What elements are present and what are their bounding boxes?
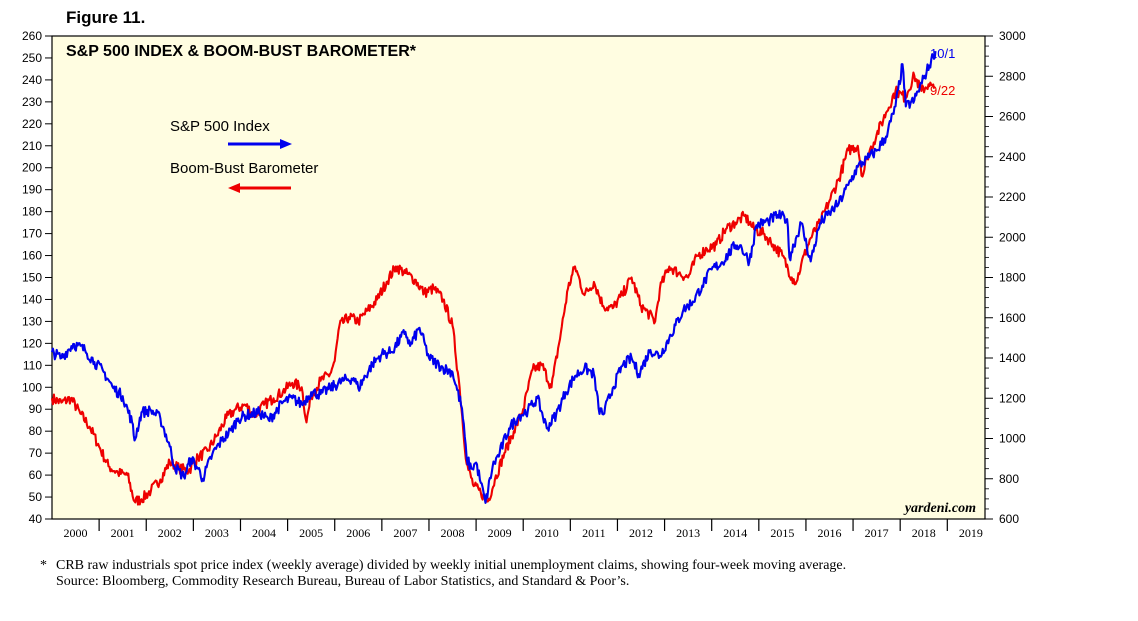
legend-label-barometer: Boom-Bust Barometer: [170, 160, 318, 177]
left-tick-label: 120: [22, 336, 42, 350]
x-tick-label: 2009: [488, 526, 512, 540]
left-tick-label: 80: [29, 424, 43, 438]
left-tick-label: 200: [22, 161, 42, 175]
x-tick-label: 2016: [818, 526, 842, 540]
left-tick-label: 100: [22, 380, 42, 394]
left-tick-label: 240: [22, 73, 42, 87]
footnote-marker: *: [40, 558, 47, 573]
right-tick-label: 3000: [999, 29, 1026, 43]
footnote: * CRB raw industrials spot price index (w…: [40, 558, 846, 590]
legend-arrow-left-icon: [228, 183, 291, 193]
end-label-sp500: 10/1: [930, 46, 955, 61]
right-tick-label: 800: [999, 472, 1019, 486]
left-tick-label: 150: [22, 271, 42, 285]
left-tick-label: 160: [22, 249, 42, 263]
right-tick-label: 2600: [999, 110, 1026, 124]
left-tick-label: 140: [22, 292, 42, 306]
right-tick-label: 2400: [999, 150, 1026, 164]
x-tick-label: 2002: [158, 526, 182, 540]
left-tick-label: 260: [22, 29, 42, 43]
sp500-line: [50, 50, 937, 504]
left-tick-label: 40: [29, 512, 43, 526]
right-tick-label: 1600: [999, 311, 1026, 325]
legend-label-sp500: S&P 500 Index: [170, 118, 270, 135]
x-tick-label: 2004: [252, 526, 276, 540]
x-tick-label: 2007: [393, 526, 417, 540]
legend: S&P 500 Index Boom-Bust Barometer: [170, 118, 318, 193]
figure-label: Figure 11.: [66, 8, 146, 27]
x-tick-label: 2013: [676, 526, 700, 540]
left-tick-label: 250: [22, 51, 42, 65]
right-tick-label: 600: [999, 512, 1019, 526]
x-tick-label: 2008: [441, 526, 465, 540]
legend-arrow-head: [228, 183, 240, 193]
x-tick-label: 2015: [770, 526, 794, 540]
x-tick-label: 2019: [959, 526, 983, 540]
x-tick-label: 2001: [111, 526, 135, 540]
left-tick-label: 110: [23, 358, 42, 372]
barometer-line: [50, 71, 936, 506]
x-tick-label: 2012: [629, 526, 653, 540]
series-lines: [50, 50, 937, 506]
chart-title: S&P 500 INDEX & BOOM-BUST BAROMETER*: [66, 43, 417, 60]
right-tick-label: 2000: [999, 230, 1026, 244]
left-tick-label: 210: [22, 139, 42, 153]
right-tick-label: 1200: [999, 391, 1026, 405]
x-tick-label: 2014: [723, 526, 747, 540]
right-tick-label: 2200: [999, 190, 1026, 204]
x-tick-label: 2005: [299, 526, 323, 540]
left-tick-label: 70: [29, 446, 43, 460]
left-tick-label: 60: [29, 468, 43, 482]
x-tick-label: 2011: [582, 526, 606, 540]
right-tick-label: 2800: [999, 69, 1026, 83]
watermark: yardeni.com: [903, 501, 976, 516]
left-tick-label: 180: [22, 205, 42, 219]
x-tick-label: 2017: [865, 526, 889, 540]
x-tick-label: 2000: [64, 526, 88, 540]
left-axis: 40 50 60 70 80 90 100 110 120 130 140 150 160 170 180 1…: [22, 29, 52, 526]
left-tick-label: 130: [22, 314, 42, 328]
right-tick-label: 1400: [999, 351, 1026, 365]
x-tick-label: 2018: [912, 526, 936, 540]
plot-area: [51, 35, 986, 520]
end-label-barometer: 9/22: [930, 83, 955, 98]
left-tick-label: 50: [29, 490, 43, 504]
footnote-definition: CRB raw industrials spot price index (we…: [56, 558, 847, 573]
x-tick-label: 2006: [346, 526, 370, 540]
legend-arrow-right-icon: [228, 139, 292, 149]
x-tick-label: 2003: [205, 526, 229, 540]
right-tick-label: 1800: [999, 271, 1026, 285]
left-tick-label: 230: [22, 95, 42, 109]
left-tick-label: 90: [29, 402, 43, 416]
x-axis: 2000 2001 2002 2003 2004 2005 2006 2007 2008 2009…: [64, 519, 983, 540]
left-tick-label: 170: [22, 227, 42, 241]
right-tick-label: 1000: [999, 432, 1026, 446]
left-tick-label: 220: [22, 117, 42, 131]
right-axis: 600 800 1000 1200 1400 1600 1800 2000 2200 2400 26…: [985, 29, 1026, 526]
legend-arrow-head: [280, 139, 292, 149]
x-tick-label: 2010: [535, 526, 559, 540]
footnote-source: Source: Bloomberg, Commodity Research Bu…: [56, 574, 630, 589]
left-tick-label: 190: [22, 183, 42, 197]
